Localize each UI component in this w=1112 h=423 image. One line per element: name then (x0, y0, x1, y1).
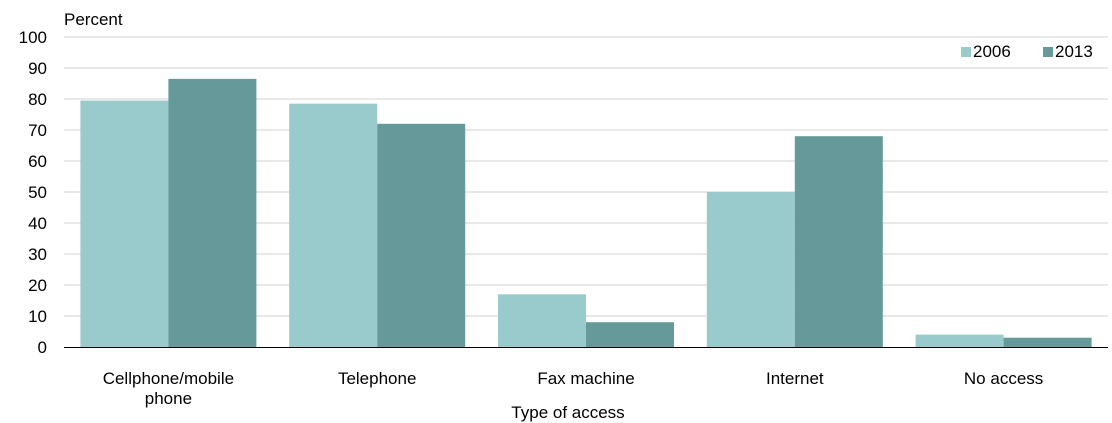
x-tick-label-line: Telephone (338, 369, 416, 388)
x-tick-label: Cellphone/mobile phone (103, 369, 234, 408)
x-tick-label: Internet (766, 369, 824, 388)
x-tick-label-line: Cellphone/mobile (103, 369, 234, 388)
legend: 2006 2013 (961, 42, 1093, 61)
y-tick-label: 100 (19, 28, 47, 47)
bar-2013 (377, 123, 466, 347)
x-tick-label: Telephone (338, 369, 416, 388)
y-tick-label: 40 (28, 214, 47, 233)
y-tick-label: 70 (28, 121, 47, 140)
y-tick-label: 10 (28, 307, 47, 326)
bar-2013 (1003, 337, 1092, 347)
x-tick-label-line: No access (964, 369, 1043, 388)
legend-swatch-2006 (961, 47, 971, 57)
x-axis-title: Type of access (511, 403, 624, 422)
legend-swatch-2013 (1043, 47, 1053, 57)
category-labels: Cellphone/mobile phone Telephone Fax machin… (103, 369, 1044, 408)
bar-2006 (498, 294, 586, 347)
y-axis-title: Percent (64, 10, 123, 29)
legend-label-2006: 2006 (973, 42, 1011, 61)
bars (80, 78, 1092, 348)
bar-2006 (706, 192, 795, 347)
x-tick-label: Fax machine (537, 369, 634, 388)
x-tick-label-line: phone (145, 389, 192, 408)
y-tick-label: 80 (28, 90, 47, 109)
y-tick-label: 90 (28, 59, 47, 78)
y-tick-label: 0 (38, 338, 47, 357)
y-tick-label: 30 (28, 245, 47, 264)
bar-2013 (586, 322, 674, 347)
y-tick-label: 60 (28, 152, 47, 171)
x-tick-label-line: Internet (766, 369, 824, 388)
bar-2013 (168, 78, 257, 347)
bar-2006 (915, 334, 1004, 347)
bar-2013 (794, 136, 883, 347)
bar-2006 (289, 103, 378, 348)
legend-label-2013: 2013 (1055, 42, 1093, 61)
y-tick-label: 50 (28, 183, 47, 202)
x-tick-label-line: Fax machine (537, 369, 634, 388)
x-tick-label: No access (964, 369, 1043, 388)
bar-2006 (80, 100, 169, 347)
y-tick-label: 20 (28, 276, 47, 295)
y-axis-ticks: 0 10 20 30 40 50 60 70 80 90 100 (19, 28, 47, 357)
